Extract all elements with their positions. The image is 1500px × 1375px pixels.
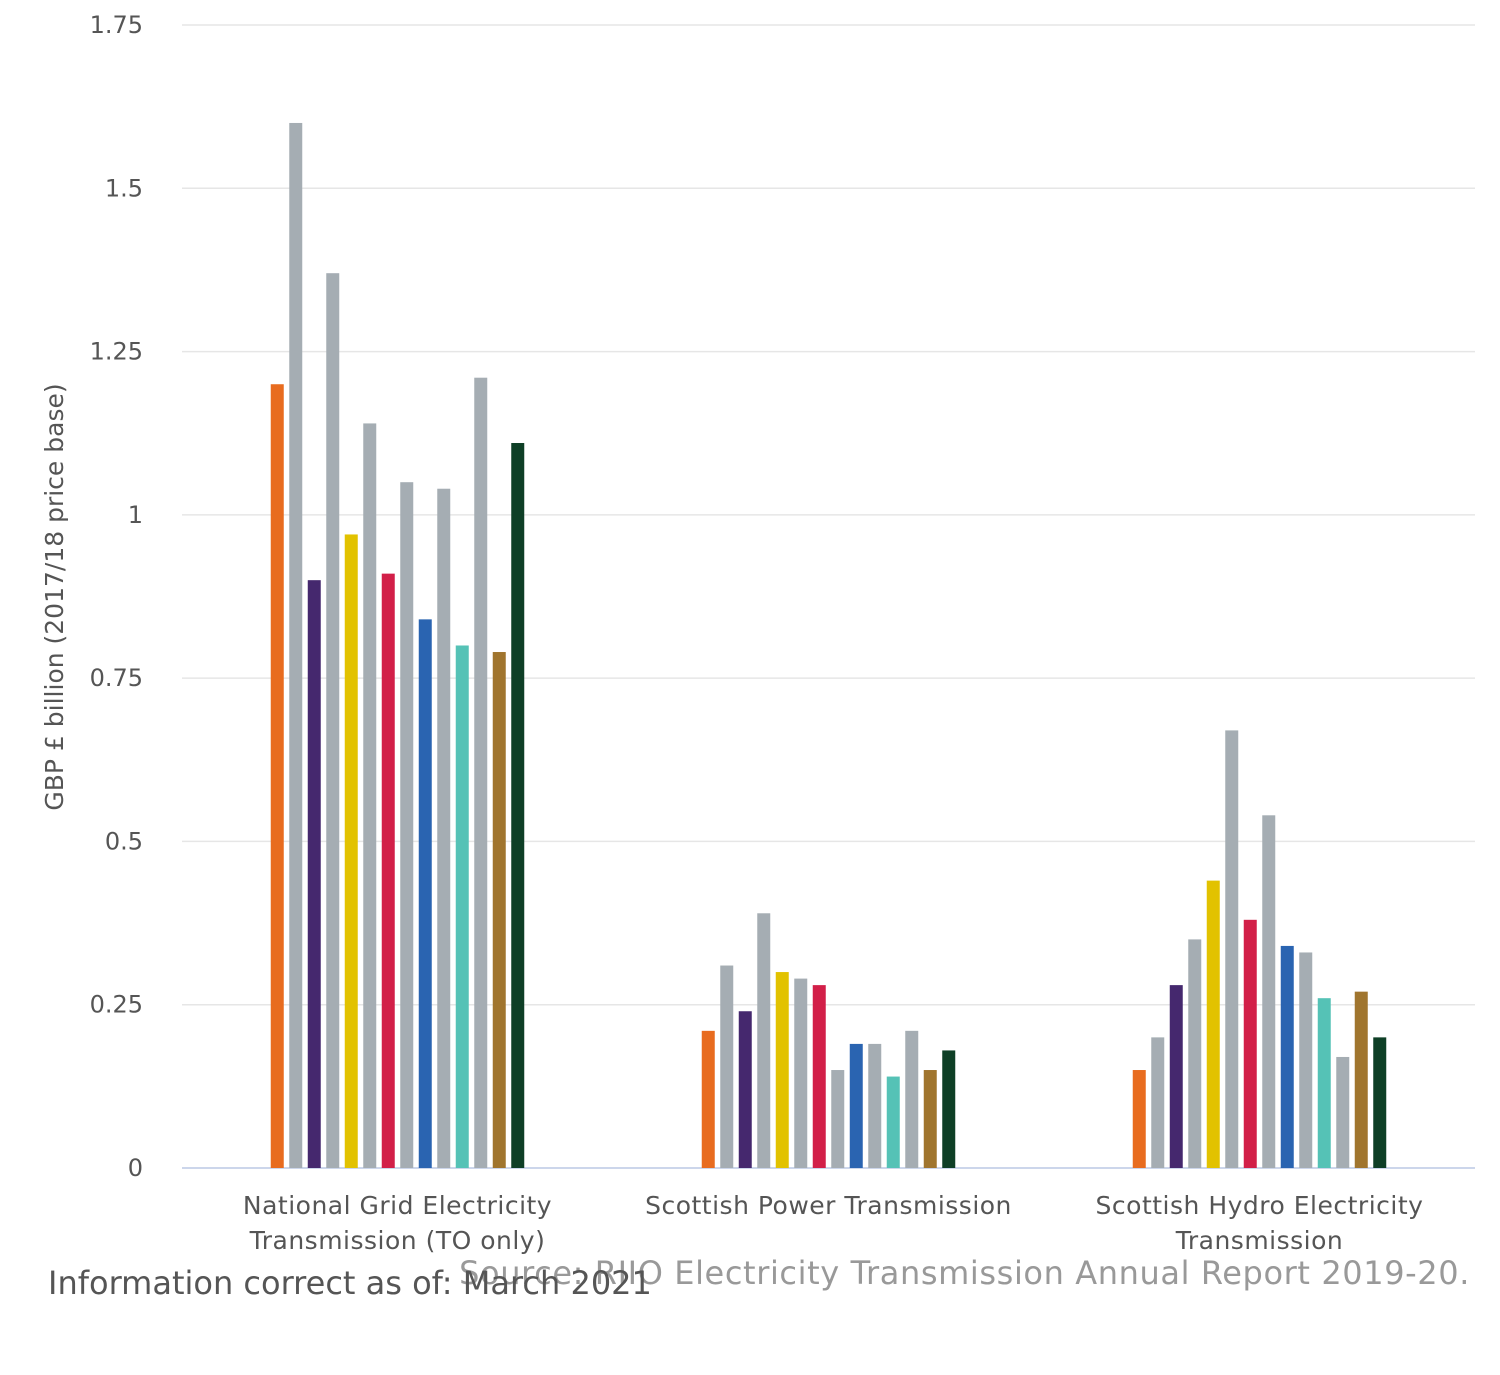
bar <box>942 1050 956 1168</box>
x-category-label: Scottish Power Transmission <box>645 1191 1012 1220</box>
y-tick-label: 1.25 <box>90 338 143 366</box>
bar <box>289 122 303 1168</box>
bar <box>455 645 469 1168</box>
bar <box>474 377 488 1168</box>
bar <box>794 978 808 1168</box>
bar <box>886 1076 900 1168</box>
y-tick-label: 0 <box>128 1154 143 1182</box>
bar <box>511 443 525 1168</box>
y-tick-label: 1 <box>128 501 143 529</box>
bar <box>923 1070 937 1168</box>
bar <box>868 1043 882 1168</box>
bar <box>701 1030 715 1168</box>
bar <box>738 1011 752 1168</box>
bar <box>1354 991 1368 1168</box>
y-tick-label: 1.75 <box>90 11 143 39</box>
bar <box>344 534 358 1168</box>
x-category-label: National Grid Electricity Transmission (T… <box>243 1191 552 1255</box>
bar <box>1206 880 1220 1168</box>
bar <box>1188 939 1202 1168</box>
bars <box>270 122 1387 1169</box>
bar <box>1280 945 1294 1168</box>
bar <box>437 488 451 1168</box>
bar <box>492 652 506 1168</box>
y-tick-label: 0.5 <box>105 827 143 855</box>
bar <box>1132 1070 1146 1168</box>
bar <box>1317 998 1331 1168</box>
y-tick-label: 0.25 <box>90 991 143 1019</box>
bar <box>812 985 826 1168</box>
source-note: Source: RIIO Electricity Transmission An… <box>459 1254 1470 1292</box>
y-axis-title: GBP £ billion (2017/18 price base) <box>40 383 69 810</box>
x-axis-labels: National Grid Electricity Transmission (T… <box>243 1191 1424 1255</box>
bar <box>757 913 771 1168</box>
bar <box>363 423 377 1169</box>
x-category-label: Scottish Hydro Electricity Transmission <box>1096 1191 1424 1255</box>
bar <box>400 482 414 1168</box>
bar <box>1169 985 1183 1168</box>
bar <box>270 384 284 1168</box>
bar <box>1151 1037 1165 1168</box>
bar <box>418 619 432 1168</box>
bar <box>849 1043 863 1168</box>
bar <box>905 1030 919 1168</box>
bar <box>1299 952 1313 1168</box>
y-tick-label: 1.5 <box>105 174 143 202</box>
bar <box>831 1070 845 1168</box>
bar <box>1373 1037 1387 1168</box>
bar <box>326 273 340 1168</box>
bar <box>1336 1056 1350 1168</box>
bar <box>381 573 395 1168</box>
bar <box>1262 815 1276 1168</box>
bar <box>775 972 789 1168</box>
y-axis-ticks: 0 0.25 0.5 0.75 1 1.25 1.5 1.75 <box>90 11 143 1182</box>
bar <box>307 580 321 1168</box>
bar <box>1243 919 1257 1168</box>
bar <box>720 965 734 1168</box>
gridlines <box>182 24 1475 1169</box>
y-tick-label: 0.75 <box>90 664 143 692</box>
info-note: Information correct as of: March 2021 <box>48 1264 652 1302</box>
bar <box>1225 730 1239 1168</box>
